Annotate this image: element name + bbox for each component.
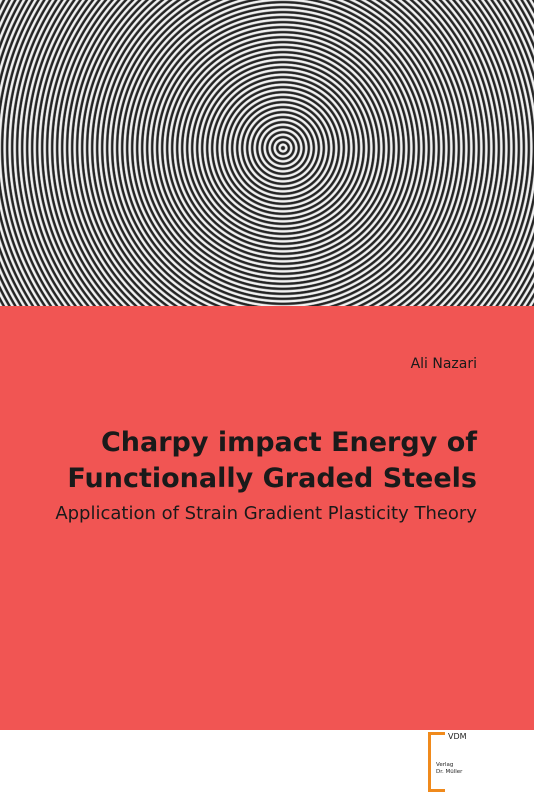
logo-bracket bbox=[428, 732, 445, 792]
publisher-line: Dr. Müller bbox=[436, 769, 463, 775]
publisher-line: Verlag bbox=[436, 762, 454, 768]
cover-art bbox=[0, 0, 534, 306]
author: Ali Nazari bbox=[410, 356, 477, 372]
logo-text: VDM bbox=[448, 732, 467, 741]
title-line: Charpy impact Energy of bbox=[100, 427, 477, 458]
title: Charpy impact Energy of Functionally Gra… bbox=[67, 425, 477, 497]
color-band bbox=[0, 306, 534, 730]
publisher-name: Verlag Dr. Müller bbox=[436, 762, 462, 776]
publisher-logo: VDM Verlag Dr. Müller bbox=[428, 732, 480, 792]
subtitle: Application of Strain Gradient Plasticit… bbox=[55, 503, 477, 524]
title-line: Functionally Graded Steels bbox=[67, 463, 477, 494]
